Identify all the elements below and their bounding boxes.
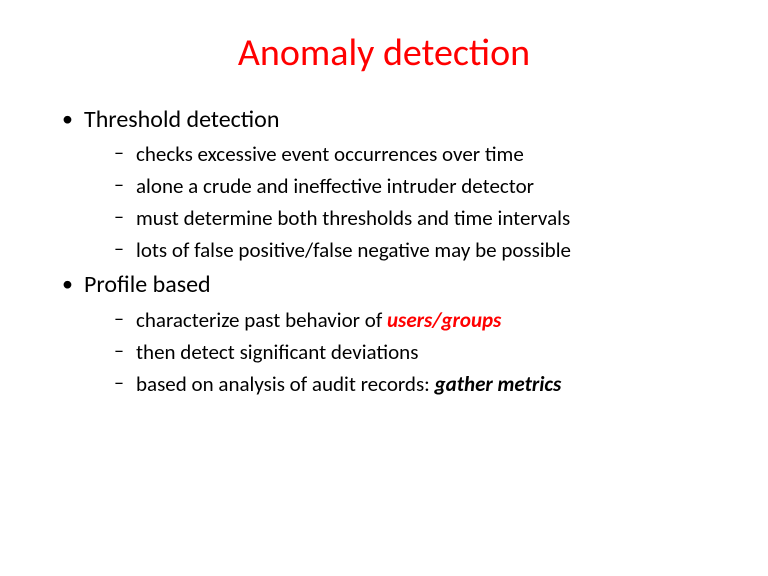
- sub-bullet-list: checks excessive event occurrences over …: [84, 140, 720, 265]
- bullet-list: Threshold detection checks excessive eve…: [56, 104, 720, 399]
- slide-body: Threshold detection checks excessive eve…: [48, 104, 720, 399]
- slide: Anomaly detection Threshold detection ch…: [0, 0, 768, 427]
- slide-title: Anomaly detection: [48, 30, 720, 76]
- sub-bullet-text: then detect significant deviations: [136, 339, 418, 365]
- bullet-item: Profile based characterize past behavior…: [56, 269, 720, 398]
- emphasis-text: gather metrics: [435, 371, 562, 397]
- sub-bullet-text: must determine both thresholds and time …: [136, 205, 570, 231]
- sub-bullet-item: then detect significant deviations: [84, 338, 720, 367]
- bullet-label: Profile based: [84, 270, 211, 299]
- bullet-label: Threshold detection: [84, 105, 279, 134]
- sub-bullet-text: alone a crude and ineffective intruder d…: [136, 173, 534, 199]
- sub-bullet-text: lots of false positive/false negative ma…: [136, 237, 571, 263]
- sub-bullet-item: lots of false positive/false negative ma…: [84, 236, 720, 265]
- bullet-item: Threshold detection checks excessive eve…: [56, 104, 720, 265]
- sub-bullet-item: checks excessive event occurrences over …: [84, 140, 720, 169]
- sub-bullet-text: checks excessive event occurrences over …: [136, 141, 524, 167]
- sub-bullet-item: must determine both thresholds and time …: [84, 204, 720, 233]
- sub-bullet-item: alone a crude and ineffective intruder d…: [84, 172, 720, 201]
- sub-bullet-text: characterize past behavior of: [136, 307, 387, 333]
- sub-bullet-list: characterize past behavior of users/grou…: [84, 306, 720, 399]
- emphasis-text: users/groups: [387, 307, 501, 333]
- sub-bullet-text: based on analysis of audit records:: [136, 371, 435, 397]
- sub-bullet-item: characterize past behavior of users/grou…: [84, 306, 720, 335]
- sub-bullet-item: based on analysis of audit records: gath…: [84, 370, 720, 399]
